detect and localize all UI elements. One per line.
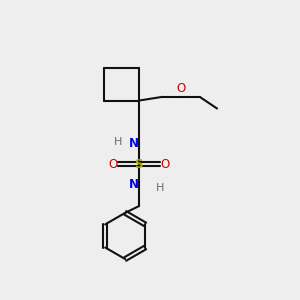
- Text: S: S: [135, 158, 143, 171]
- Text: O: O: [160, 158, 170, 171]
- Text: N: N: [128, 137, 138, 150]
- Text: O: O: [108, 158, 117, 171]
- Text: O: O: [176, 82, 186, 95]
- Text: H: H: [156, 183, 164, 193]
- Text: N: N: [128, 178, 138, 190]
- Text: H: H: [113, 136, 122, 147]
